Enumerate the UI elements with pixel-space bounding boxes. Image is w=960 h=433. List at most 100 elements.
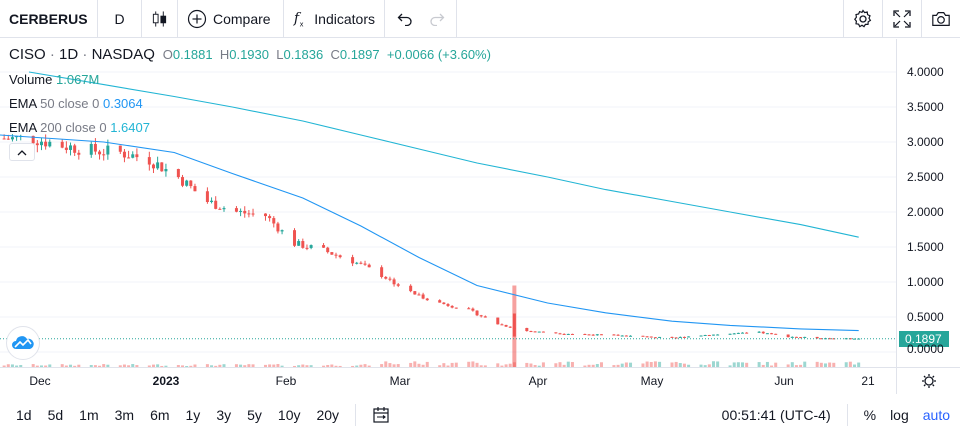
log-scale-toggle[interactable]: log	[890, 407, 909, 423]
volume-bar	[413, 361, 417, 367]
candle-body	[728, 333, 732, 335]
volume-bar	[707, 364, 711, 367]
candle-body	[334, 254, 338, 256]
volume-bar	[815, 361, 819, 367]
candle-body	[380, 267, 384, 277]
candle-body	[649, 336, 653, 338]
axis-settings-button[interactable]	[896, 368, 960, 394]
symbol-search-button[interactable]: CERBERUS	[0, 0, 98, 38]
volume-bar	[645, 361, 649, 367]
volume-bar	[355, 365, 359, 367]
interval-button[interactable]: D	[98, 0, 142, 38]
range-button-5y[interactable]: 5y	[247, 407, 262, 423]
price-axis[interactable]: 0.1897 4.0000 3.5000 3.0000 2.5000 2.0000 1.5…	[896, 39, 960, 367]
candle-body	[131, 154, 135, 158]
candle-body	[716, 334, 720, 336]
candle-body	[263, 213, 267, 217]
candle-body	[330, 252, 334, 255]
candle-body	[164, 169, 168, 172]
fullscreen-button[interactable]	[882, 0, 921, 38]
snapshot-button[interactable]	[921, 0, 960, 38]
volume-bar	[384, 361, 388, 367]
time-tick-label: May	[640, 374, 664, 388]
price-tick-label: 3.0000	[907, 135, 944, 149]
candle-body	[815, 336, 819, 339]
volume-bar	[326, 364, 330, 367]
time-tick-label: Jun	[774, 374, 794, 388]
volume-bar	[790, 362, 794, 367]
go-to-date-button[interactable]	[364, 400, 398, 430]
time-tick-label: Dec	[29, 374, 51, 388]
percent-scale-toggle[interactable]: %	[863, 407, 877, 423]
volume-bar	[131, 364, 135, 367]
svg-text:f: f	[293, 10, 302, 26]
candle-body	[268, 216, 272, 219]
range-button-20y[interactable]: 20y	[316, 407, 340, 423]
volume-legend[interactable]: Volume 1.067M	[9, 72, 99, 87]
candle-body	[757, 331, 761, 333]
volume-bar	[757, 362, 761, 367]
candle-body	[355, 262, 359, 264]
range-button-3y[interactable]: 3y	[216, 407, 232, 423]
candle-body	[438, 300, 442, 303]
volume-bar	[558, 362, 562, 367]
candle-body	[297, 241, 301, 246]
candle-body	[363, 263, 367, 265]
indicators-button[interactable]: f x Indicators	[284, 0, 385, 38]
compare-label: Compare	[213, 10, 271, 27]
chart-pane[interactable]	[0, 39, 960, 367]
candle-body	[351, 257, 355, 264]
compare-button[interactable]: Compare	[178, 0, 284, 38]
candle-body	[39, 141, 43, 146]
ema50-legend[interactable]: EMA 50 close 0 0.3064	[9, 96, 143, 111]
range-button-3m[interactable]: 3m	[114, 407, 135, 423]
volume-bar	[629, 362, 633, 367]
ema200-legend[interactable]: EMA 200 close 0 1.6407	[9, 120, 150, 135]
price-tick-label: 0.0000	[907, 342, 944, 356]
volume-bar	[243, 365, 247, 367]
range-button-1m[interactable]: 1m	[79, 407, 99, 423]
volume-bar	[794, 365, 798, 367]
volume-bar	[421, 364, 425, 367]
candle-body	[595, 334, 599, 336]
price-chart[interactable]	[0, 39, 896, 367]
range-button-5d[interactable]: 5d	[47, 407, 64, 423]
range-button-1d[interactable]: 1d	[16, 407, 32, 423]
candle-body	[741, 332, 745, 334]
volume-bar	[678, 363, 682, 367]
volume-bar	[280, 365, 284, 367]
candle-body	[554, 332, 558, 334]
candle-body	[736, 332, 740, 334]
timezone-clock[interactable]: 00:51:41 (UTC-4)	[722, 404, 848, 426]
chart-type-button[interactable]	[142, 0, 178, 38]
time-axis[interactable]: Dec 2023 Feb Mar Apr May Jun 21	[0, 367, 960, 394]
price-tick-label: 4.0000	[907, 65, 944, 79]
redo-icon[interactable]	[429, 12, 445, 26]
tradingview-logo[interactable]	[6, 326, 40, 360]
candle-body	[794, 336, 798, 338]
volume-bar	[127, 365, 131, 367]
auto-scale-toggle[interactable]: auto	[922, 407, 950, 423]
candle-body	[122, 151, 126, 158]
range-button-1y[interactable]: 1y	[185, 407, 201, 423]
range-button-6m[interactable]: 6m	[150, 407, 170, 423]
candle-body	[786, 334, 790, 338]
candle-body	[525, 327, 529, 332]
volume-bar	[380, 364, 384, 367]
candle-body	[10, 137, 14, 140]
candle-body	[93, 143, 97, 152]
candle-body	[645, 336, 649, 338]
legend-symbol[interactable]: CISO	[9, 46, 46, 63]
volume-bar	[222, 364, 226, 367]
legend-open-label: O	[162, 47, 173, 62]
volume-bar	[156, 364, 160, 367]
undo-icon[interactable]	[397, 12, 413, 26]
settings-button[interactable]	[843, 0, 882, 38]
volume-bar	[537, 365, 541, 367]
collapse-legend-button[interactable]	[9, 143, 35, 161]
candle-body	[210, 200, 214, 203]
range-button-10y[interactable]: 10y	[277, 407, 301, 423]
candle-body	[819, 338, 823, 340]
volume-bar	[272, 364, 276, 367]
volume-bar	[479, 365, 483, 367]
